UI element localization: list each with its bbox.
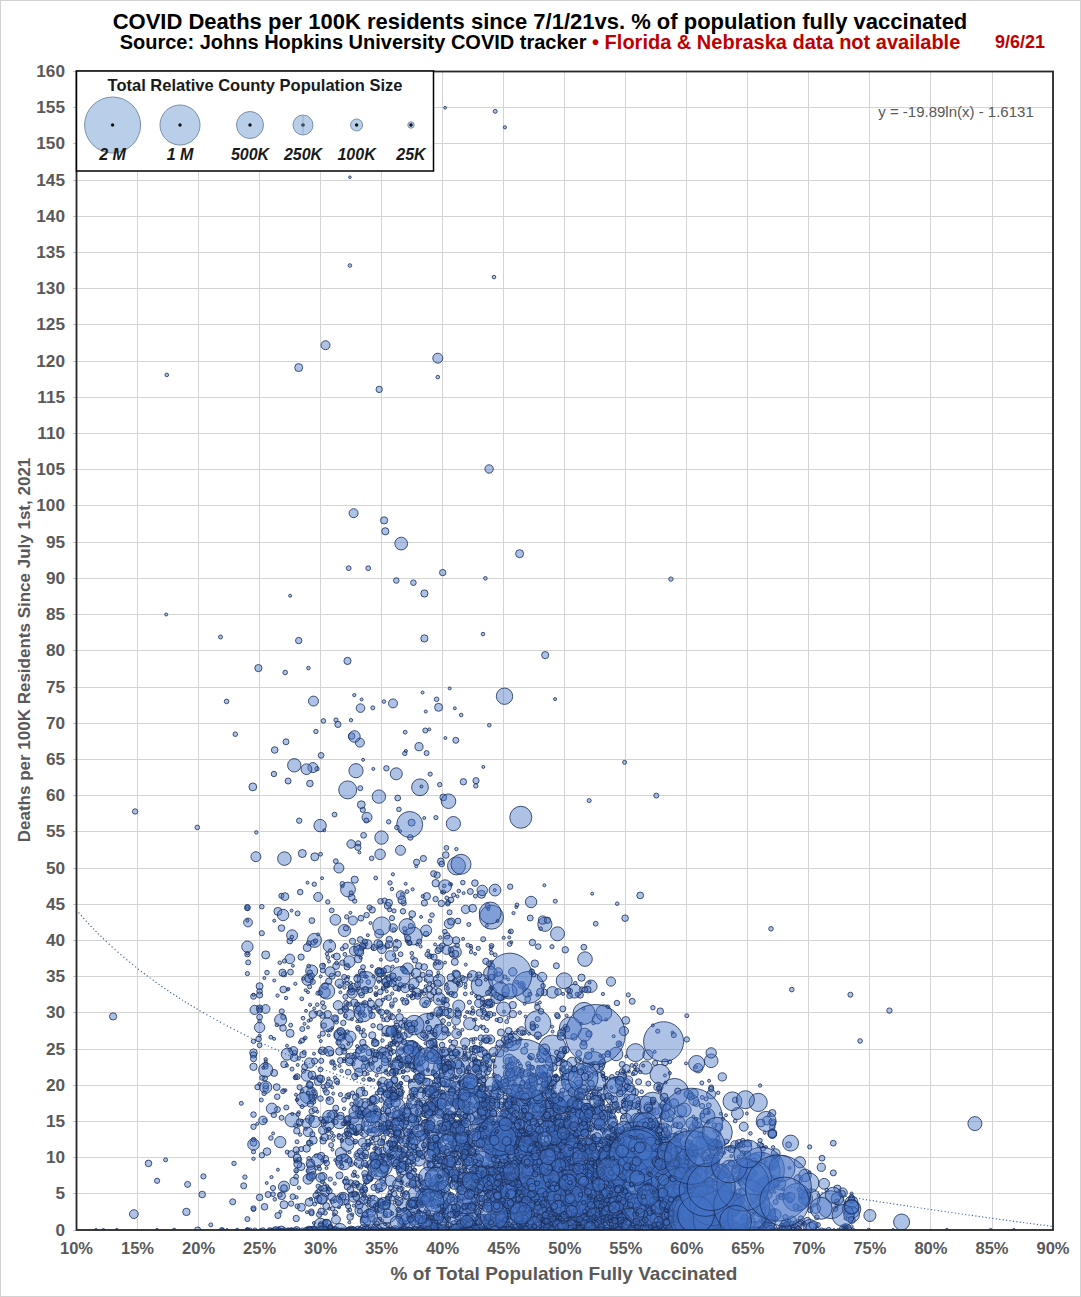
svg-text:9/6/21: 9/6/21 [995, 32, 1045, 52]
svg-text:35: 35 [46, 966, 66, 986]
svg-text:70%: 70% [792, 1239, 825, 1257]
svg-text:150: 150 [36, 133, 65, 153]
svg-text:2 M: 2 M [98, 146, 126, 163]
svg-text:50%: 50% [548, 1239, 581, 1257]
svg-text:75: 75 [46, 677, 66, 697]
svg-text:100: 100 [36, 495, 65, 515]
svg-text:85%: 85% [975, 1239, 1008, 1257]
svg-text:55: 55 [46, 821, 66, 841]
svg-text:60: 60 [46, 785, 65, 805]
svg-text:100K: 100K [337, 146, 377, 163]
svg-text:70: 70 [46, 713, 65, 733]
svg-text:Deaths per 100K Residents Sinc: Deaths per 100K Residents Since July 1st… [15, 458, 34, 843]
svg-text:y = -19.89ln(x) - 1.6131: y = -19.89ln(x) - 1.6131 [878, 103, 1034, 120]
svg-text:95: 95 [46, 532, 66, 552]
svg-text:105: 105 [36, 459, 65, 479]
svg-text:40: 40 [46, 930, 65, 950]
svg-text:35%: 35% [365, 1239, 398, 1257]
svg-text:125: 125 [36, 314, 65, 334]
svg-text:30%: 30% [304, 1239, 337, 1257]
svg-text:65: 65 [46, 749, 66, 769]
svg-text:75%: 75% [853, 1239, 886, 1257]
svg-text:160: 160 [36, 61, 65, 81]
svg-text:65%: 65% [731, 1239, 764, 1257]
svg-text:500K: 500K [231, 146, 271, 163]
svg-text:80: 80 [46, 640, 65, 660]
svg-text:120: 120 [36, 351, 65, 371]
svg-text:135: 135 [36, 242, 65, 262]
svg-text:30: 30 [46, 1002, 65, 1022]
svg-text:55%: 55% [609, 1239, 642, 1257]
svg-text:25K: 25K [395, 146, 427, 163]
svg-text:10%: 10% [60, 1239, 93, 1257]
svg-text:25: 25 [46, 1039, 66, 1059]
svg-text:15: 15 [46, 1111, 66, 1131]
svg-text:130: 130 [36, 278, 65, 298]
svg-text:90: 90 [46, 568, 65, 588]
svg-text:10: 10 [46, 1147, 65, 1167]
svg-text:Total Relative County Populati: Total Relative County Population Size [108, 76, 403, 94]
svg-text:% of Total Population Fully Va: % of Total Population Fully Vaccinated [391, 1263, 738, 1284]
svg-text:140: 140 [36, 206, 65, 226]
svg-text:15%: 15% [121, 1239, 154, 1257]
svg-text:45%: 45% [487, 1239, 520, 1257]
svg-text:Source: Johns Hopkins Universi: Source: Johns Hopkins University COVID t… [120, 31, 961, 53]
svg-text:50: 50 [46, 858, 65, 878]
svg-text:90%: 90% [1036, 1239, 1069, 1257]
svg-text:20: 20 [46, 1075, 65, 1095]
svg-text:85: 85 [46, 604, 66, 624]
svg-text:60%: 60% [670, 1239, 703, 1257]
svg-text:145: 145 [36, 170, 65, 190]
svg-text:80%: 80% [914, 1239, 947, 1257]
svg-text:40%: 40% [426, 1239, 459, 1257]
svg-text:45: 45 [46, 894, 66, 914]
svg-text:110: 110 [37, 423, 65, 443]
svg-text:20%: 20% [182, 1239, 215, 1257]
svg-text:0: 0 [55, 1220, 65, 1240]
svg-text:250K: 250K [283, 146, 324, 163]
svg-text:115: 115 [37, 387, 65, 407]
svg-text:5: 5 [55, 1183, 65, 1203]
svg-text:155: 155 [36, 97, 65, 117]
svg-text:25%: 25% [243, 1239, 276, 1257]
svg-text:1 M: 1 M [167, 146, 194, 163]
